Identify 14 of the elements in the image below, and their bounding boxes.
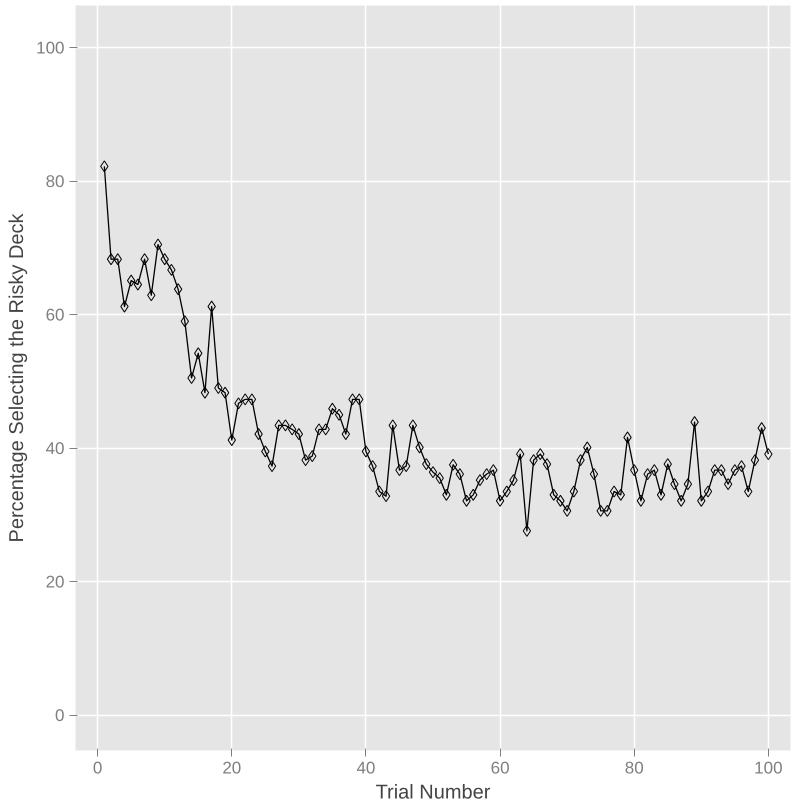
x-tick-label: 0 bbox=[92, 758, 102, 778]
y-tick-label: 20 bbox=[46, 572, 65, 592]
x-tick-label: 20 bbox=[222, 758, 242, 778]
y-tick-label: 40 bbox=[46, 439, 65, 458]
x-axis-title: Trial Number bbox=[376, 782, 491, 804]
x-tick-label: 80 bbox=[624, 758, 644, 778]
y-tick-label: 60 bbox=[46, 306, 65, 325]
x-tick-label: 100 bbox=[754, 758, 783, 778]
y-tick-label: 0 bbox=[55, 706, 65, 726]
x-tick-label: 60 bbox=[490, 758, 510, 778]
y-tick-label: 80 bbox=[46, 172, 65, 192]
y-tick-label: 100 bbox=[36, 38, 65, 58]
y-axis-title: Percentage Selecting the Risky Deck bbox=[6, 212, 28, 543]
x-tick-label: 40 bbox=[356, 758, 376, 778]
